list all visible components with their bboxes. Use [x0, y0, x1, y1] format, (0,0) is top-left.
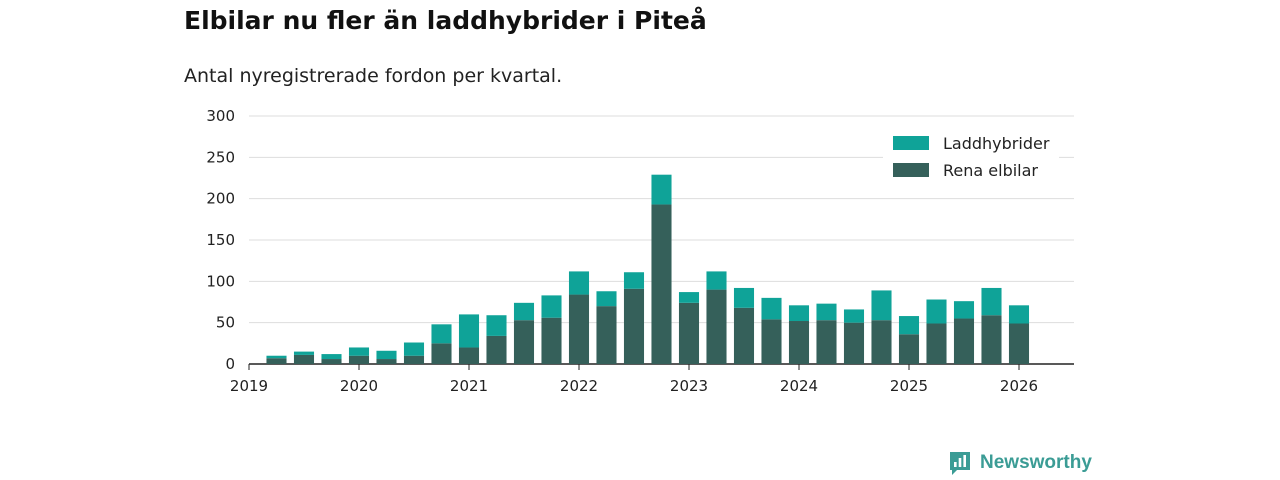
y-tick-label: 100 — [206, 272, 235, 290]
bar-laddhybrider — [431, 324, 452, 344]
bar-rena-elbilar — [706, 289, 727, 364]
newsworthy-logo-icon — [950, 452, 970, 475]
bar-rena-elbilar — [761, 319, 782, 364]
bar-rena-elbilar — [348, 355, 370, 364]
y-tick-label: 300 — [206, 107, 235, 125]
bar-laddhybrider — [706, 271, 727, 290]
bar-rena-elbilar — [541, 317, 562, 364]
bar-rena-elbilar — [513, 320, 535, 364]
bar-rena-elbilar — [596, 306, 617, 364]
bar-laddhybrider — [486, 315, 507, 336]
x-tick-label: 2022 — [560, 377, 598, 395]
bar-laddhybrider — [733, 287, 755, 308]
bar-laddhybrider — [596, 291, 617, 307]
y-axis-ticks: 0 50 100 150 200 250 300 — [206, 107, 235, 373]
y-tick-label: 0 — [225, 355, 235, 373]
x-tick-label: 2025 — [890, 377, 928, 395]
bar-laddhybrider — [1008, 305, 1030, 324]
y-tick-label: 200 — [206, 190, 235, 208]
bar-laddhybrider — [623, 272, 645, 289]
chart-subtitle: Antal nyregistrerade fordon per kvartal. — [184, 65, 563, 87]
bar-laddhybrider — [843, 309, 865, 323]
bar-laddhybrider — [513, 302, 535, 321]
bar-laddhybrider — [926, 299, 947, 324]
bar-rena-elbilar — [898, 334, 920, 364]
bar-rena-elbilar — [1008, 323, 1030, 364]
x-tick-label: 2023 — [670, 377, 708, 395]
bar-laddhybrider — [981, 287, 1002, 316]
bar-rena-elbilar — [788, 321, 810, 364]
x-tick-label: 2020 — [340, 377, 378, 395]
bar-laddhybrider — [293, 351, 315, 355]
bar-rena-elbilar — [871, 320, 892, 364]
legend-label: Rena elbilar — [943, 161, 1038, 180]
bar-laddhybrider — [898, 316, 920, 335]
bar-laddhybrider — [348, 347, 370, 356]
bar-laddhybrider — [953, 301, 975, 319]
bar-rena-elbilar — [568, 294, 590, 364]
bar-laddhybrider — [541, 295, 562, 318]
bar-laddhybrider — [651, 174, 672, 205]
bar-rena-elbilar — [458, 347, 480, 364]
bar-laddhybrider — [788, 305, 810, 322]
bar-laddhybrider — [816, 303, 837, 321]
bar-rena-elbilar — [266, 358, 287, 364]
y-tick-label: 50 — [216, 314, 235, 332]
bar-rena-elbilar — [953, 318, 975, 364]
chart-title: Elbilar nu fler än laddhybrider i Piteå — [184, 6, 707, 35]
x-tick-label: 2021 — [450, 377, 488, 395]
bar-laddhybrider — [761, 297, 782, 320]
bar-rena-elbilar — [678, 302, 700, 364]
y-tick-label: 150 — [206, 231, 235, 249]
bars — [266, 174, 1030, 364]
bar-rena-elbilar — [981, 315, 1002, 364]
bar-rena-elbilar — [321, 359, 342, 364]
bar-rena-elbilar — [926, 323, 947, 364]
bar-rena-elbilar — [431, 343, 452, 364]
x-tick-label: 2024 — [780, 377, 818, 395]
bar-rena-elbilar — [816, 320, 837, 364]
x-axis-ticks: 2019 2020 2021 2022 2023 2024 2025 2026 — [230, 364, 1038, 395]
legend: Laddhybrider Rena elbilar — [883, 128, 1059, 188]
bar-laddhybrider — [403, 342, 425, 356]
legend-swatch — [893, 163, 929, 177]
bar-rena-elbilar — [293, 354, 315, 364]
bar-rena-elbilar — [733, 307, 755, 364]
bar-rena-elbilar — [651, 204, 672, 364]
legend-swatch — [893, 136, 929, 150]
bar-laddhybrider — [568, 271, 590, 295]
y-tick-label: 250 — [206, 148, 235, 166]
bar-laddhybrider — [376, 350, 397, 360]
bar-laddhybrider — [678, 292, 700, 303]
legend-label: Laddhybrider — [943, 134, 1050, 153]
bar-rena-elbilar — [843, 322, 865, 364]
bar-laddhybrider — [458, 314, 480, 348]
newsworthy-brand: Newsworthy — [948, 450, 1092, 476]
x-tick-label: 2019 — [230, 377, 268, 395]
bar-rena-elbilar — [486, 335, 507, 364]
bar-rena-elbilar — [403, 355, 425, 364]
brand-name: Newsworthy — [980, 452, 1092, 473]
bar-rena-elbilar — [623, 288, 645, 364]
bar-laddhybrider — [321, 354, 342, 360]
bar-laddhybrider — [266, 355, 287, 359]
x-tick-label: 2026 — [1000, 377, 1038, 395]
bar-rena-elbilar — [376, 359, 397, 364]
bar-laddhybrider — [871, 290, 892, 321]
